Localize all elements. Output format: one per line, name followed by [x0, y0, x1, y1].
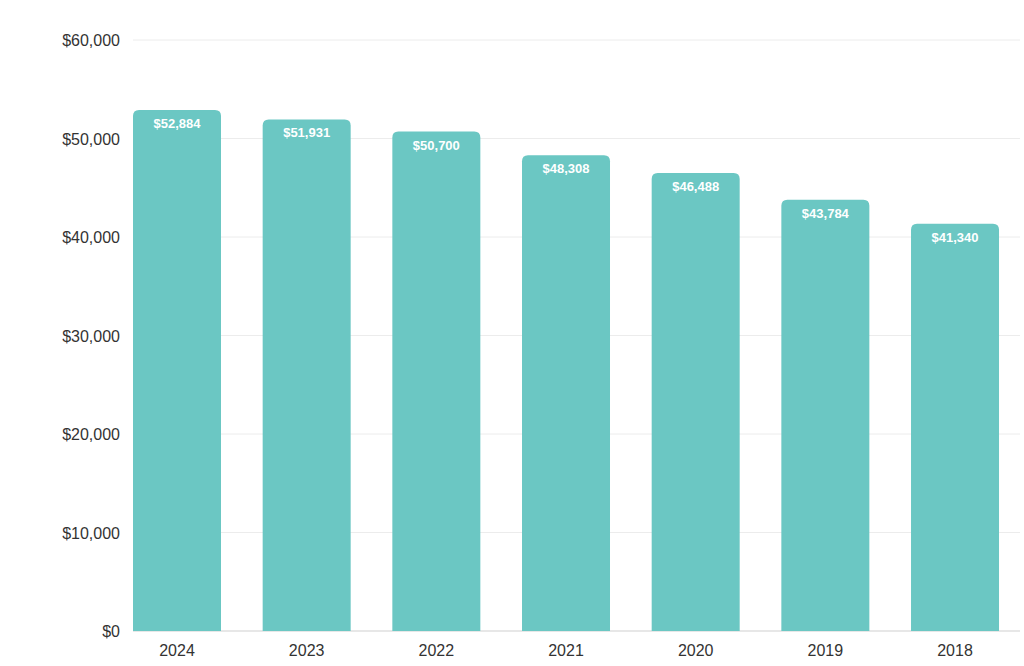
bar — [911, 224, 999, 631]
bar — [781, 200, 869, 631]
x-tick-label: 2023 — [289, 642, 325, 659]
x-tick-label: 2024 — [159, 642, 195, 659]
data-label: $46,488 — [672, 179, 719, 194]
bar — [392, 132, 480, 631]
x-tick-label: 2022 — [419, 642, 455, 659]
y-tick-label: $30,000 — [62, 328, 120, 345]
y-tick-label: $40,000 — [62, 229, 120, 246]
data-label: $48,308 — [543, 161, 590, 176]
data-label: $51,931 — [283, 125, 330, 140]
data-label: $52,884 — [154, 116, 202, 131]
x-axis: 2024 2023 2022 2021 2020 2019 2018 — [159, 642, 973, 659]
bar — [652, 173, 740, 631]
x-tick-label: 2020 — [678, 642, 714, 659]
y-tick-label: $0 — [102, 623, 120, 640]
x-tick-label: 2021 — [548, 642, 584, 659]
y-tick-label: $60,000 — [62, 32, 120, 49]
grid — [133, 40, 1020, 631]
data-label: $50,700 — [413, 138, 460, 153]
bar — [522, 155, 610, 631]
data-label: $41,340 — [932, 230, 979, 245]
grid-line — [133, 40, 1020, 41]
y-tick-label: $10,000 — [62, 525, 120, 542]
x-tick-label: 2018 — [937, 642, 973, 659]
bar — [133, 110, 221, 631]
bar — [263, 119, 351, 631]
y-axis: $0 $10,000 $20,000 $30,000 $40,000 $50,000 $60… — [62, 32, 120, 640]
data-label: $43,784 — [802, 206, 850, 221]
chart: $0 $10,000 $20,000 $30,000 $40,000 $50,000 $60… — [0, 0, 1024, 666]
x-tick-label: 2019 — [808, 642, 844, 659]
y-tick-label: $20,000 — [62, 426, 120, 443]
bars — [133, 110, 999, 631]
page: {"chart_data": {"type": "bar", "categori… — [0, 0, 1024, 666]
data-labels: $52,884 $51,931 $50,700 $48,308 $46,488 $43,7… — [154, 116, 979, 245]
y-tick-label: $50,000 — [62, 131, 120, 148]
